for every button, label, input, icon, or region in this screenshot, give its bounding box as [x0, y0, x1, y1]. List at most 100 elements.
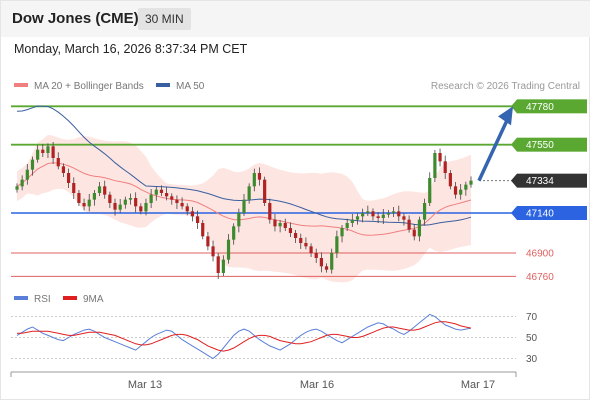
level-tag-pointer-icon	[511, 137, 517, 152]
candle-body	[159, 189, 164, 193]
candle-body	[144, 203, 148, 212]
candle-body	[165, 193, 169, 197]
level-tag-pointer-icon	[511, 173, 517, 188]
candle-body	[139, 206, 143, 212]
candle-body	[386, 213, 391, 215]
legend-9ma-label: 9MA	[83, 294, 104, 305]
datetime-label: Monday, March 16, 2026 8:37:34 PM CET	[14, 42, 248, 56]
candle-body	[412, 229, 416, 237]
candle-body	[195, 216, 200, 223]
candle-body	[469, 180, 473, 185]
candle-body	[41, 149, 45, 153]
legend-bollinger-label: MA 20 + Bollinger Bands	[34, 81, 144, 92]
ma20-line	[16, 162, 472, 236]
candle-body	[252, 173, 256, 187]
candle-body	[232, 226, 236, 240]
legend-9ma: 9MA	[63, 294, 104, 305]
candle-body	[366, 211, 370, 213]
candle-body	[268, 203, 272, 220]
level-label: 47334	[526, 176, 554, 187]
candle-body	[82, 203, 86, 207]
credit-label: Research © 2026 Trading Central	[430, 81, 580, 92]
candle-body	[66, 173, 71, 183]
candle-body	[376, 216, 380, 218]
x-tick-label: Mar 16	[300, 379, 334, 391]
candle-body	[149, 194, 153, 203]
candle-body	[134, 198, 138, 207]
legend-ma50: MA 50	[156, 81, 204, 92]
candle-body	[201, 223, 205, 237]
ma9-swatch-icon	[63, 296, 77, 301]
candle-body	[453, 186, 458, 195]
candle-body	[87, 199, 91, 207]
candle-body	[216, 256, 220, 273]
candle-body	[309, 246, 313, 253]
candle-body	[330, 253, 334, 270]
level-label: 47140	[526, 209, 554, 220]
rsi-line	[16, 313, 472, 360]
level-label: 47550	[526, 140, 554, 151]
candle-body	[361, 213, 365, 217]
candle-body	[128, 198, 133, 200]
candle-body	[30, 159, 35, 170]
candle-body	[77, 193, 81, 203]
candle-body	[113, 203, 117, 210]
candle-body	[154, 189, 158, 195]
level-tag-pointer-icon	[511, 99, 517, 114]
candle-body	[371, 211, 375, 217]
level-tag-resistance	[517, 99, 587, 114]
candle-body	[211, 246, 215, 257]
candle-body	[92, 193, 96, 200]
candle-body	[428, 178, 432, 203]
candle-body	[46, 146, 50, 153]
candle-body	[448, 173, 452, 187]
candle-body	[25, 169, 29, 180]
candle-body	[263, 179, 267, 203]
candle-body	[392, 211, 396, 213]
level-tag-current	[517, 173, 587, 188]
candle-body	[242, 199, 246, 213]
level-label: 46900	[526, 249, 554, 260]
candle-body	[20, 179, 24, 187]
rsi-9ma-line	[17, 321, 472, 352]
level-tag-pivot	[517, 206, 587, 220]
level-tag-resistance	[517, 137, 587, 152]
ma50-swatch-icon	[156, 83, 170, 88]
candle-body	[314, 253, 318, 258]
candle-body	[293, 233, 298, 238]
forecast-arrow-head-icon	[498, 106, 513, 126]
rsi-tick-label: 70	[526, 312, 538, 323]
candle-body	[278, 223, 282, 227]
timeframe-badge[interactable]: 30 MIN	[138, 8, 191, 30]
legend-rsi: RSI	[14, 294, 51, 305]
candle-body	[175, 199, 179, 203]
candle-body	[283, 223, 287, 228]
candle-body	[56, 158, 60, 167]
candle-body	[335, 236, 339, 253]
x-tick-label: Mar 13	[128, 379, 162, 391]
candle-body	[319, 258, 323, 267]
candle-body	[273, 219, 277, 227]
candle-body	[51, 146, 55, 158]
candle-body	[397, 211, 401, 217]
candle-body	[118, 204, 122, 210]
candle-body	[123, 199, 127, 205]
candle-body	[61, 166, 66, 173]
candle-body	[402, 216, 406, 220]
candle-body	[221, 259, 225, 273]
legend-ma50-label: MA 50	[176, 81, 205, 92]
candle-body	[381, 214, 385, 218]
rsi-swatch-icon	[14, 296, 28, 301]
legend-rsi-label: RSI	[34, 294, 51, 305]
candle-body	[97, 186, 102, 193]
candle-body	[226, 239, 231, 260]
candle-body	[237, 213, 241, 227]
candle-body	[180, 203, 184, 207]
candle-body	[36, 149, 40, 160]
candle-body	[257, 173, 262, 180]
candle-body	[417, 219, 422, 237]
candle-body	[407, 219, 411, 230]
candle-body	[304, 243, 308, 247]
